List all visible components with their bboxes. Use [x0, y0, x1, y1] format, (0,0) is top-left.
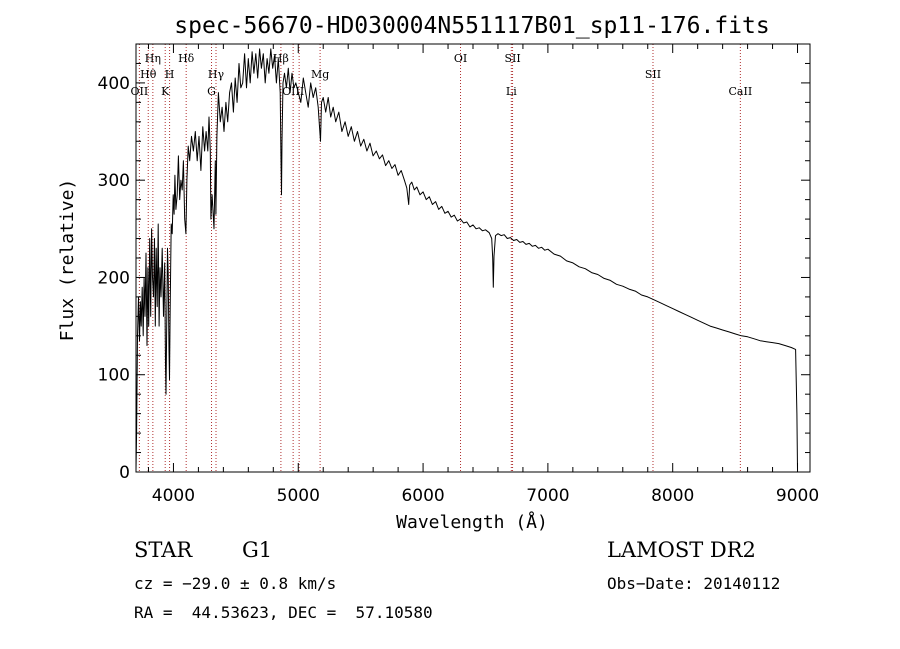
x-tick-label: 5000: [277, 486, 320, 506]
spectral-line-label: OI: [454, 52, 467, 65]
spectral-line-labels: Hη Hθ OII HK Hδ Hγ G Hβ OIII Mg OI SII Li SII CaII: [131, 52, 753, 98]
spectral-line-label: H: [165, 68, 175, 81]
spectral-line-label: Hβ: [273, 52, 289, 65]
y-axis-label: Flux (relative): [57, 179, 78, 342]
y-tick-label: 200: [98, 268, 130, 288]
spectral-line-label: SII: [645, 68, 661, 81]
object-class: STAR: [134, 538, 193, 562]
redshift-readout: cz = −29.0 ± 0.8 km/s: [134, 574, 337, 593]
spectral-line-label: SII: [504, 52, 520, 65]
spectral-line-label: G: [207, 85, 216, 98]
spectral-line-label: OIII: [282, 85, 304, 98]
y-tick-label: 100: [98, 366, 130, 386]
spectral-line-label: Mg: [311, 68, 329, 81]
y-tick-label: 400: [98, 74, 130, 94]
y-tick-label: 300: [98, 171, 130, 191]
spectral-line-label: Hθ: [140, 68, 157, 81]
x-tick-label: 4000: [152, 486, 195, 506]
observation-date: Obs−Date: 20140112: [607, 574, 781, 593]
spectral-line-label: K: [161, 85, 170, 98]
y-axis-ticks: 0 100 200 300 400: [98, 43, 810, 483]
x-tick-label: 8000: [651, 486, 694, 506]
chart-title: spec-56670-HD030004N551117B01_sp11-176.f…: [174, 13, 769, 39]
object-subclass: G1: [242, 538, 273, 562]
plot-frame: [135, 43, 811, 473]
x-tick-label: 7000: [526, 486, 569, 506]
survey-name: LAMOST DR2: [607, 538, 756, 562]
spectral-line-label: Hγ: [208, 68, 225, 81]
spectral-line-markers: [138, 44, 741, 472]
x-tick-label: 6000: [401, 486, 444, 506]
spectrum-line: [135, 48, 798, 471]
spectral-line-label: Hη: [145, 52, 161, 65]
coordinates-readout: RA = 44.53623, DEC = 57.10580: [134, 603, 433, 622]
x-tick-label: 9000: [776, 486, 819, 506]
spectral-line-label: CaII: [729, 85, 753, 98]
spectral-line-label: OII: [131, 85, 149, 98]
spectral-line-label: Li: [506, 85, 517, 98]
x-axis-ticks: 4000 5000 6000 7000 8000 9000: [147, 44, 819, 506]
spectral-line-label: Hδ: [178, 52, 195, 65]
y-tick-label: 0: [119, 463, 130, 483]
spectrum-series: [135, 48, 798, 471]
x-axis-label: Wavelength (Å): [396, 511, 548, 533]
